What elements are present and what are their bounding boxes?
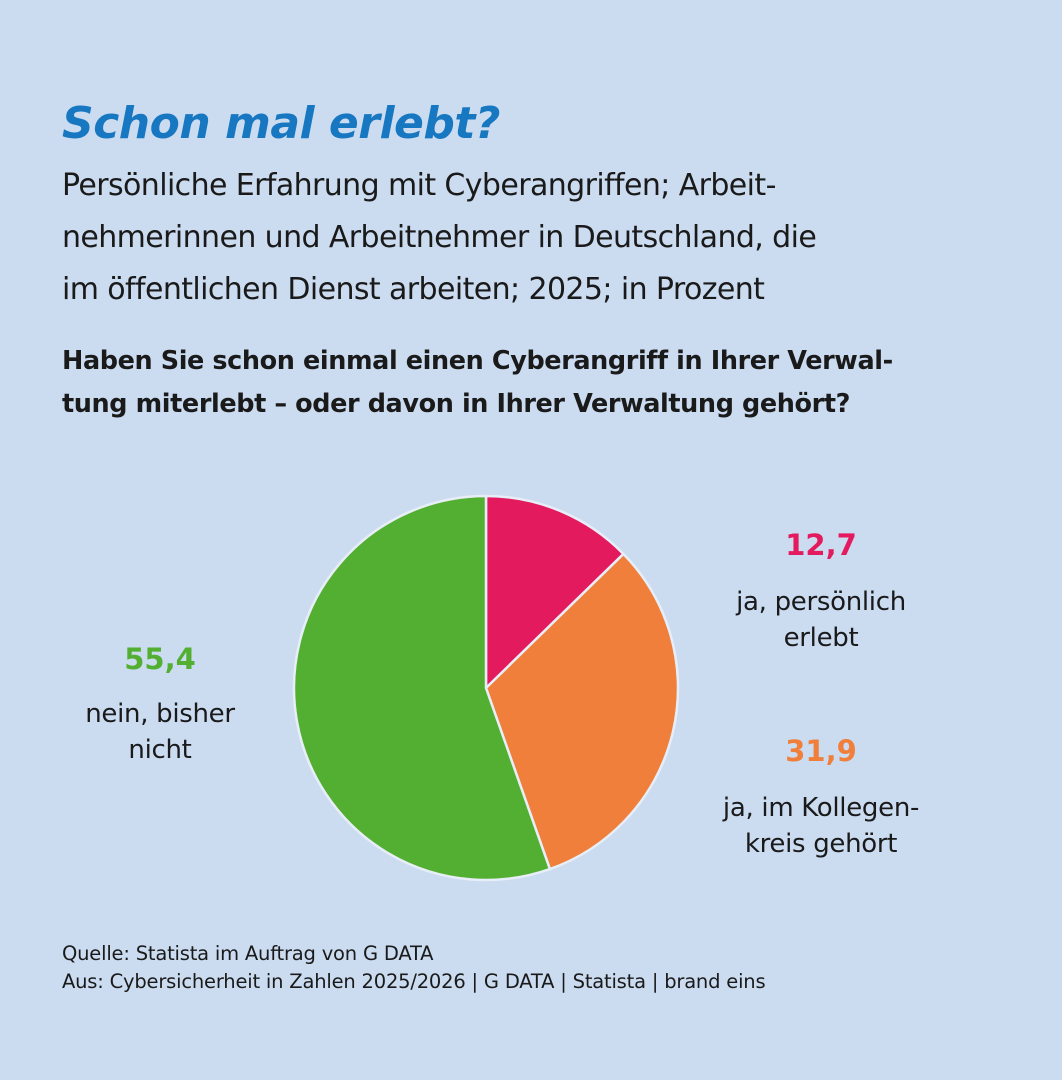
source-line: Aus: Cybersicherheit in Zahlen 2025/2026… (62, 970, 766, 993)
source-note: Quelle: Statista im Auftrag von G DATA A… (62, 940, 766, 996)
slice-label-nein: nein, bisher nicht (30, 696, 290, 768)
slice-label-kollegen: ja, im Kollegen- kreis gehört (691, 790, 951, 862)
slice-value-persoenlich: 12,7 (785, 528, 857, 562)
subtitle-line: im öffentlichen Dienst arbeiten; 2025; i… (62, 272, 765, 307)
pie-slice-2 (292, 494, 552, 882)
chart-subtitle: Persönliche Erfahrung mit Cyberangriffen… (62, 160, 1022, 316)
question-line: tung miterlebt – oder davon in Ihrer Ver… (62, 389, 850, 419)
label-line: ja, persönlich (736, 587, 906, 617)
pie-slice-0 (484, 494, 625, 690)
slice-value-kollegen: 31,9 (785, 734, 857, 768)
slice-label-persoenlich: ja, persönlich erlebt (691, 584, 951, 656)
question-line: Haben Sie schon einmal einen Cyberangrif… (62, 346, 893, 376)
pie-slice-1 (484, 552, 680, 871)
survey-question: Haben Sie schon einmal einen Cyberangrif… (62, 340, 1022, 426)
subtitle-line: nehmerinnen und Arbeitnehmer in Deutschl… (62, 220, 817, 255)
label-line: erlebt (783, 623, 859, 653)
slice-value-nein: 55,4 (124, 642, 196, 676)
subtitle-line: Persönliche Erfahrung mit Cyberangriffen… (62, 168, 776, 203)
label-line: ja, im Kollegen- (722, 793, 920, 823)
source-line: Quelle: Statista im Auftrag von G DATA (62, 942, 434, 965)
label-line: nicht (128, 735, 192, 765)
chart-title: Schon mal erlebt? (62, 98, 500, 149)
label-line: kreis gehört (744, 829, 898, 859)
label-line: nein, bisher (85, 699, 235, 729)
